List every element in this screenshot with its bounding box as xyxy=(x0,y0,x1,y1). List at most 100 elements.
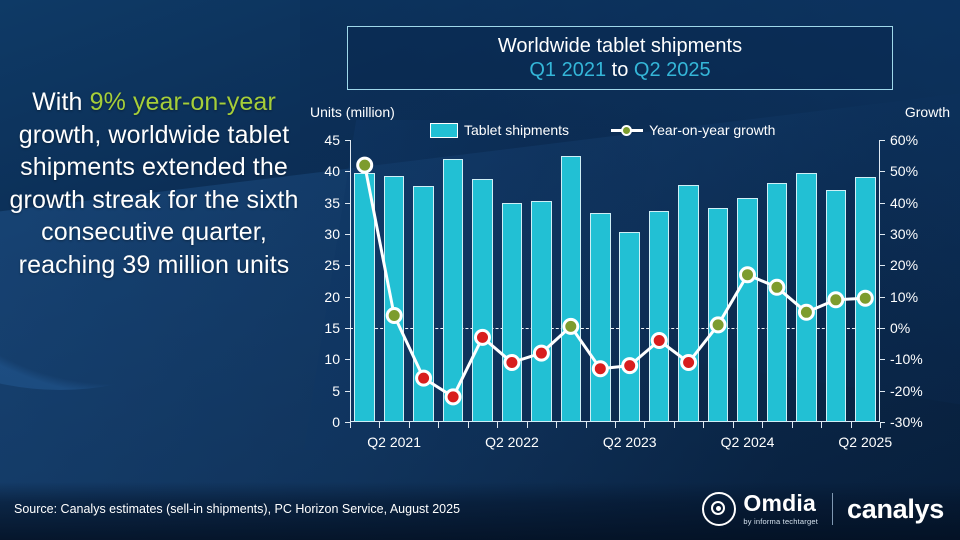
legend-line-marker-icon xyxy=(611,124,644,137)
right-axis-line xyxy=(879,140,880,422)
right-tick xyxy=(880,328,885,329)
right-tick xyxy=(880,296,885,298)
growth-marker xyxy=(768,278,786,296)
left-tick-label: 40 xyxy=(324,163,340,180)
left-axis-title: Units (million) xyxy=(310,104,395,120)
x-tick xyxy=(732,422,734,428)
right-tick-label: 50% xyxy=(890,163,919,180)
x-axis-line xyxy=(350,421,880,422)
brand-logos: Omdia by informa techtarget canalys xyxy=(702,492,944,526)
left-tick xyxy=(345,296,350,298)
growth-line-series xyxy=(356,156,874,406)
bar xyxy=(766,182,788,422)
right-tick xyxy=(880,390,885,392)
source-note: Source: Canalys estimates (sell-in shipm… xyxy=(14,502,461,516)
right-tick-label: -30% xyxy=(890,414,923,430)
legend-item-bars: Tablet shipments xyxy=(430,122,569,138)
x-tick xyxy=(703,422,705,428)
x-tick xyxy=(850,422,852,428)
narrative-after: growth, worldwide tablet shipments exten… xyxy=(9,120,299,279)
right-tick-label: 10% xyxy=(890,288,919,305)
bar xyxy=(707,208,729,422)
bar xyxy=(531,200,552,422)
left-tick-label: 10 xyxy=(324,351,340,368)
chart-title-main: Worldwide tablet shipments xyxy=(497,34,743,57)
legend-bars-label: Tablet shipments xyxy=(464,122,570,138)
growth-marker xyxy=(562,317,580,335)
left-tick-label: 35 xyxy=(324,194,340,211)
left-axis-line xyxy=(350,140,351,422)
left-tick-label: 30 xyxy=(324,226,340,242)
growth-marker xyxy=(709,316,727,334)
plot-area: 0 5 10 15 20 25 30 35 40 45 -30% -20% -10% 0% 10% 20% 3… xyxy=(324,132,922,450)
bar xyxy=(442,158,464,422)
bar xyxy=(383,176,405,422)
chart-legend: Tablet shipments Year-on-year growth xyxy=(430,122,775,138)
right-tick xyxy=(880,234,885,235)
right-tick xyxy=(880,171,885,173)
x-tick xyxy=(791,422,793,428)
growth-marker xyxy=(385,307,403,324)
growth-marker xyxy=(797,303,815,321)
legend-line-label: Year-on-year growth xyxy=(649,122,776,138)
right-tick xyxy=(880,422,885,423)
omdia-wordmark: Omdia by informa techtarget xyxy=(743,492,818,526)
growth-marker xyxy=(444,388,462,406)
title-range-end: Q2 2025 xyxy=(633,58,711,81)
right-tick-label: 60% xyxy=(890,132,919,148)
left-tick xyxy=(345,265,350,267)
growth-marker xyxy=(356,156,374,174)
footer-bar xyxy=(0,482,960,540)
narrative-highlight: 9% year-on-year xyxy=(89,88,276,116)
growth-marker xyxy=(532,344,550,362)
logo-divider xyxy=(832,493,834,525)
growth-marker xyxy=(856,289,874,307)
right-tick-label: -10% xyxy=(890,351,923,368)
x-tick xyxy=(880,422,881,428)
growth-marker xyxy=(503,354,521,371)
left-tick xyxy=(345,234,350,235)
bar xyxy=(737,197,758,422)
omdia-circles-icon xyxy=(702,492,737,526)
left-tick-label: 0 xyxy=(332,414,340,430)
right-tick-label: -20% xyxy=(890,382,923,399)
left-tick xyxy=(345,202,350,204)
zero-growth-reference-line xyxy=(350,328,880,329)
x-tick-label: Q2 2021 xyxy=(367,434,422,450)
left-tick-label: 15 xyxy=(324,320,340,336)
right-tick xyxy=(880,202,885,204)
left-tick-label: 5 xyxy=(332,382,340,399)
x-tick xyxy=(673,422,675,428)
left-tick xyxy=(345,359,350,361)
x-tick-label: Q2 2025 xyxy=(838,434,893,450)
x-tick xyxy=(438,422,440,428)
x-tick xyxy=(556,422,558,428)
left-tick xyxy=(345,328,350,329)
right-tick-label: 20% xyxy=(890,257,919,274)
growth-marker xyxy=(621,357,639,375)
chart-title-range: Q1 2021 to Q2 2025 xyxy=(529,58,710,82)
omdia-name: Omdia xyxy=(743,490,816,517)
left-tick xyxy=(345,390,350,392)
x-tick xyxy=(408,422,410,428)
growth-marker xyxy=(591,360,609,378)
narrative-before: With xyxy=(32,88,90,116)
right-axis-title: Growth xyxy=(904,104,950,120)
bar xyxy=(413,185,434,422)
growth-marker xyxy=(827,291,845,309)
x-tick xyxy=(821,422,823,428)
growth-marker xyxy=(739,266,756,284)
x-tick xyxy=(585,422,587,428)
canalys-logo: canalys xyxy=(847,493,944,524)
chart-title-box: Worldwide tablet shipments Q1 2021 to Q2… xyxy=(347,26,893,90)
x-tick xyxy=(644,422,646,428)
bar xyxy=(472,179,493,422)
x-tick-label: Q2 2024 xyxy=(720,434,775,450)
left-tick xyxy=(345,422,350,423)
x-tick xyxy=(762,422,764,428)
left-tick xyxy=(345,140,350,141)
growth-marker xyxy=(680,354,698,371)
left-tick-label: 45 xyxy=(324,132,340,148)
growth-marker xyxy=(415,369,433,387)
